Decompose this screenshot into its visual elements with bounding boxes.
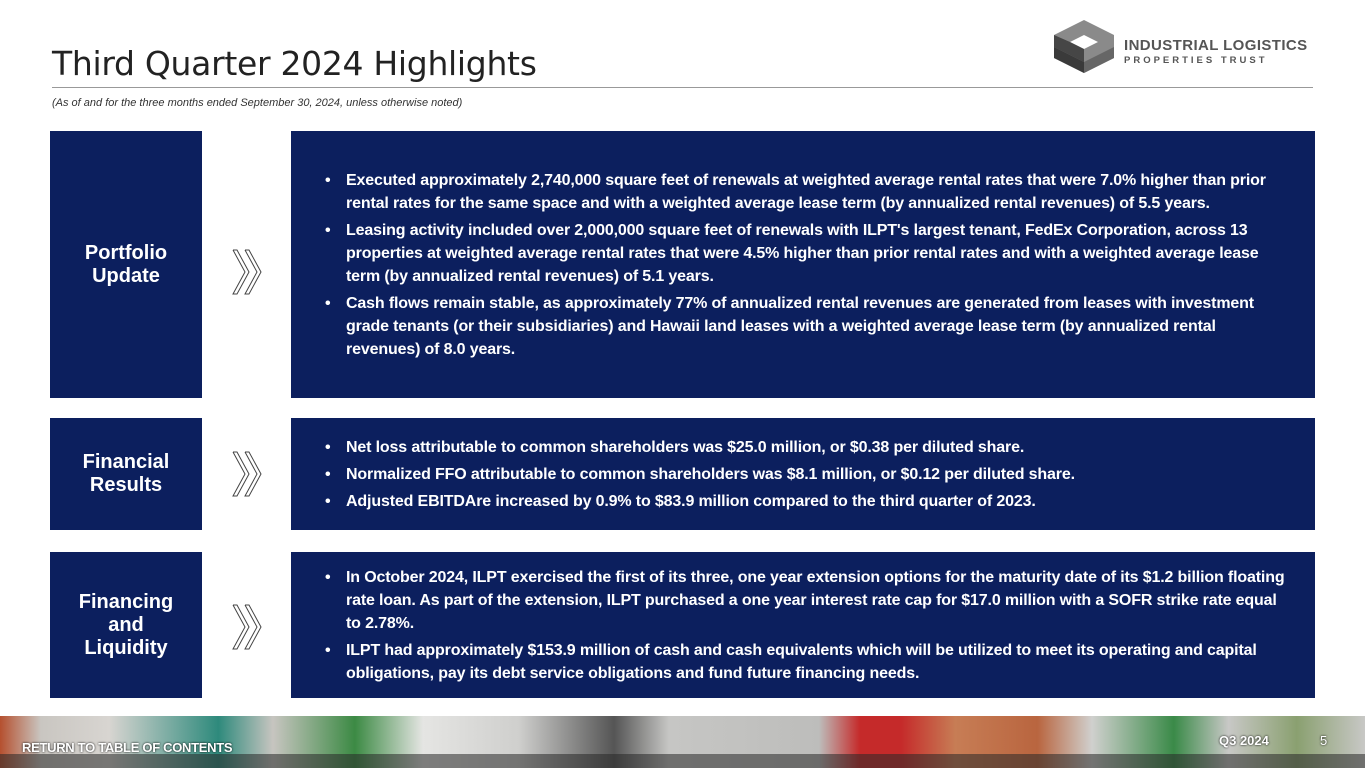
bullet-item: Executed approximately 2,740,000 square … <box>325 169 1289 215</box>
chevron-right-icon <box>232 451 262 497</box>
footer-image-shade <box>0 754 1365 768</box>
section-content-financial: Net loss attributable to common sharehol… <box>291 418 1315 530</box>
chevron-right-icon <box>232 604 262 650</box>
logo-line2: PROPERTIES TRUST <box>1124 55 1268 66</box>
quarter-label: Q3 2024 <box>1219 733 1269 748</box>
bullet-item: ILPT had approximately $153.9 million of… <box>325 639 1289 685</box>
logo-cube-icon <box>1054 20 1114 73</box>
section-label-text: Portfolio Update <box>84 241 168 287</box>
section-label-financial: Financial Results <box>50 418 202 530</box>
title-divider <box>52 87 1313 88</box>
section-label-text: Financing and Liquidity <box>78 590 174 659</box>
chevron-right-icon <box>232 249 262 295</box>
return-to-toc-link[interactable]: RETURN TO TABLE OF CONTENTS <box>22 740 233 755</box>
bullet-item: Normalized FFO attributable to common sh… <box>325 463 1289 486</box>
page-title: Third Quarter 2024 Highlights <box>52 44 537 83</box>
section-content-financing: In October 2024, ILPT exercised the firs… <box>291 552 1315 698</box>
logo-line1: INDUSTRIAL LOGISTICS <box>1124 37 1308 54</box>
section-content-portfolio: Executed approximately 2,740,000 square … <box>291 131 1315 398</box>
bullet-item: In October 2024, ILPT exercised the firs… <box>325 566 1289 635</box>
section-label-text: Financial Results <box>82 451 170 496</box>
section-label-portfolio: Portfolio Update <box>50 131 202 398</box>
bullet-item: Net loss attributable to common sharehol… <box>325 436 1289 459</box>
bullet-item: Adjusted EBITDAre increased by 0.9% to $… <box>325 490 1289 513</box>
bullet-item: Leasing activity included over 2,000,000… <box>325 219 1289 288</box>
footer-banner-image: RETURN TO TABLE OF CONTENTS Q3 2024 5 <box>0 716 1365 768</box>
bullet-item: Cash flows remain stable, as approximate… <box>325 292 1289 361</box>
page-subtitle: (As of and for the three months ended Se… <box>52 97 463 109</box>
section-label-financing: Financing and Liquidity <box>50 552 202 698</box>
company-logo: INDUSTRIAL LOGISTICS PROPERTIES TRUST <box>1054 20 1319 74</box>
page-number: 5 <box>1320 733 1328 748</box>
